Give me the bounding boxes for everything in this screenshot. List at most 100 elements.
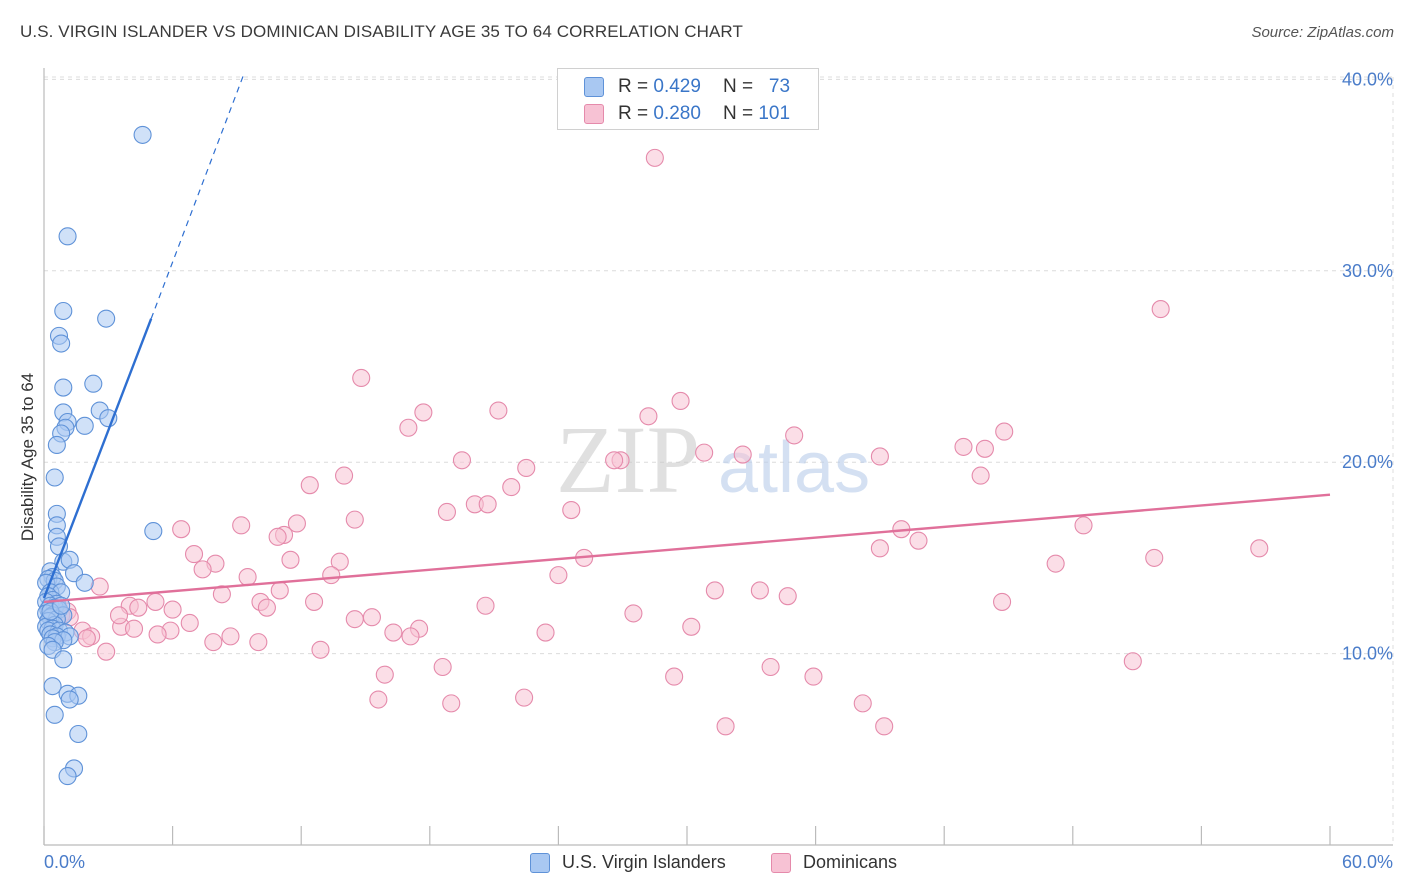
virgin-islanders-point xyxy=(144,522,163,541)
virgin-islanders-point xyxy=(45,705,64,724)
dominicans-point xyxy=(853,694,872,713)
dominicans-point xyxy=(785,426,804,445)
dominicans-point xyxy=(536,623,555,642)
trendlines xyxy=(42,75,1331,604)
legend-r-value: 0.429 xyxy=(653,76,701,97)
dominicans-point xyxy=(1151,300,1170,319)
virgin-islanders-trendline-extension xyxy=(150,75,244,319)
dominicans-point xyxy=(562,500,581,520)
dominicans-point xyxy=(437,502,456,522)
bottom-legend-label: Dominicans xyxy=(803,852,898,872)
dominicans-point xyxy=(212,585,231,604)
dominicans-point xyxy=(184,545,204,564)
dominicans-point xyxy=(778,587,797,606)
dominicans-point xyxy=(180,613,199,633)
virgin-islanders-point xyxy=(60,690,79,709)
virgin-islanders-point xyxy=(75,573,94,592)
virgin-islanders-point xyxy=(84,374,103,393)
bottom-legend-label: U.S. Virgin Islanders xyxy=(562,852,726,872)
dominicans-point xyxy=(671,391,690,411)
source-label: Source: ZipAtlas.com xyxy=(1251,24,1394,41)
virgin-islanders-point xyxy=(97,309,116,328)
dominicans-point xyxy=(624,604,643,623)
dominicans-point xyxy=(870,539,889,558)
dominicans-point xyxy=(300,476,319,495)
bottom-legend-swatch-blue xyxy=(530,852,550,873)
dominicans-point xyxy=(345,610,364,629)
virgin-islanders-point xyxy=(133,125,152,144)
dominicans-point xyxy=(605,451,624,470)
dominicans-point xyxy=(193,560,212,579)
dominicans-point xyxy=(97,642,116,661)
virgin-islanders-trendline xyxy=(42,318,153,599)
y-tick-label: 40.0% xyxy=(1342,69,1393,89)
legend-n-value: 101 xyxy=(758,103,791,124)
virgin-islanders-point xyxy=(52,334,71,353)
dominicans-point xyxy=(1046,554,1065,573)
dominicans-point xyxy=(268,527,287,546)
legend-n-label: N = xyxy=(722,76,754,97)
dominicans-point xyxy=(954,437,973,456)
dominicans-point xyxy=(232,516,251,535)
dominicans-point xyxy=(287,514,306,533)
virgin-islanders-point xyxy=(58,767,77,786)
dominicans-point xyxy=(1250,539,1269,558)
dominicans-point xyxy=(549,566,568,585)
y-tick-label: 30.0% xyxy=(1342,261,1393,281)
virgin-islanders-point xyxy=(58,227,77,246)
dominicans-point xyxy=(442,694,461,713)
dominicans-point xyxy=(639,407,658,426)
dominicans-point xyxy=(682,617,701,636)
dominicans-point xyxy=(665,667,684,686)
dominicans-point xyxy=(401,627,420,646)
dominicans-point xyxy=(750,581,769,600)
dominicans-point xyxy=(515,688,534,707)
x-tick-label-min: 0.0% xyxy=(44,852,85,872)
dominicans-point xyxy=(305,592,324,611)
dominicans-point xyxy=(77,629,96,648)
virgin-islanders-point xyxy=(54,301,73,321)
bottom-legend-virgin-islanders: U.S. Virgin Islanders xyxy=(530,852,726,873)
bottom-legend-swatch-pink xyxy=(771,852,791,873)
legend-r-label: R = xyxy=(618,103,649,124)
dominicans-point xyxy=(502,478,521,497)
legend-swatch-blue xyxy=(584,77,604,97)
dominicans-point xyxy=(414,403,433,422)
legend-row-virgin-islanders: R = 0.429 N = 73 xyxy=(584,75,790,99)
legend-n-value: 73 xyxy=(768,76,791,97)
dominicans-point xyxy=(109,606,129,625)
dominicans-point xyxy=(249,633,268,652)
dominicans-trendline xyxy=(43,493,1331,604)
dominicans-point xyxy=(146,592,165,611)
dominicans-point xyxy=(362,608,381,627)
dominicans-point xyxy=(452,451,472,470)
dominicans-point xyxy=(705,581,724,600)
x-tick-label-max: 60.0% xyxy=(1342,852,1393,872)
dominicans-point xyxy=(335,466,354,485)
dominicans-point xyxy=(124,619,144,638)
legend-r-value: 0.280 xyxy=(653,103,701,124)
dominicans-point xyxy=(384,623,403,642)
virgin-islanders-point xyxy=(54,378,73,397)
dominicans-point xyxy=(238,567,257,587)
dominicans-point xyxy=(345,510,364,529)
legend-row-dominicans: R = 0.280 N = 101 xyxy=(584,102,790,126)
dominicans-point xyxy=(875,717,894,736)
dominicans-point xyxy=(399,418,418,437)
dominicans-point xyxy=(1145,548,1164,567)
axes xyxy=(43,68,1393,846)
dominicans-point xyxy=(1123,652,1142,671)
legend-swatch-pink xyxy=(584,104,604,124)
dominicans-point xyxy=(733,445,752,464)
dominicans-point xyxy=(645,148,664,167)
bottom-legend-dominicans: Dominicans xyxy=(771,852,897,873)
dominicans-point xyxy=(695,443,714,462)
y-tick-label: 20.0% xyxy=(1342,452,1393,472)
virgin-islanders-point xyxy=(54,650,73,669)
legend-n-label: N = xyxy=(722,103,754,124)
dominicans-point xyxy=(478,495,497,514)
dominicans-point xyxy=(257,598,276,617)
dominicans-point xyxy=(311,640,330,659)
dominicans-point xyxy=(804,667,823,686)
